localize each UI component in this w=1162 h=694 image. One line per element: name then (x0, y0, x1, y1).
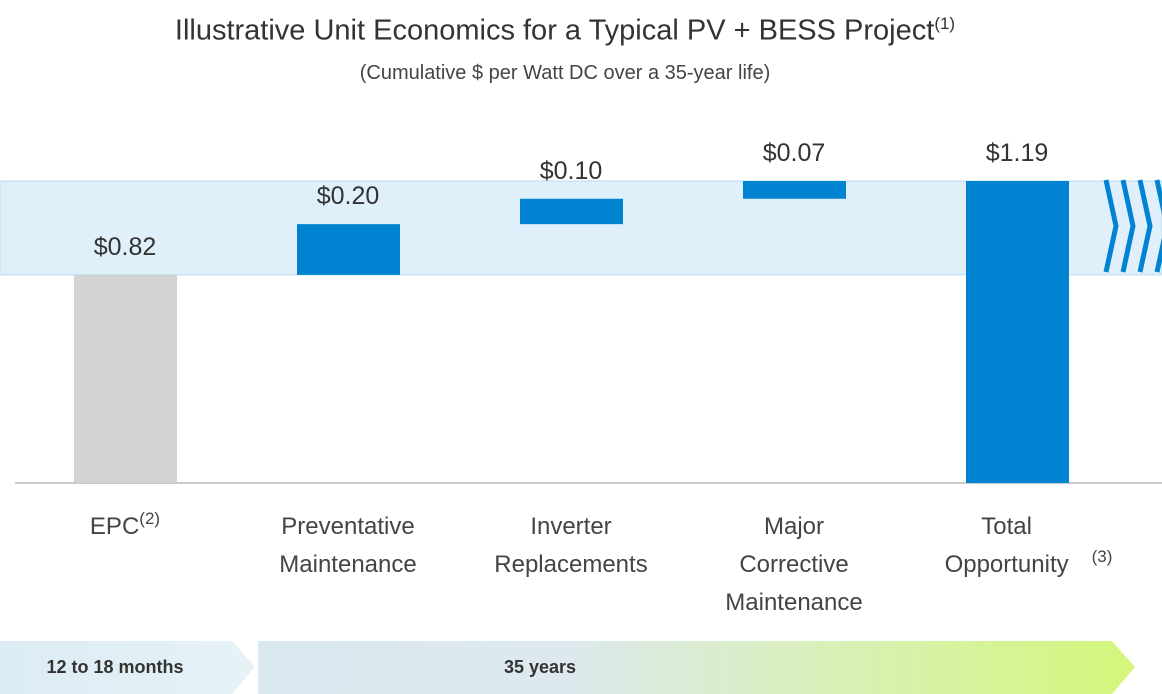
value-label: $0.10 (539, 156, 603, 185)
value-label: $0.07 (762, 139, 826, 167)
value-label: $0.20 (316, 182, 380, 211)
timeline-arrow (0, 641, 255, 694)
category-note: (2) (139, 509, 161, 528)
x-tick-label: EPC(2) (25, 508, 225, 546)
category-name: Major Corrective Maintenance (725, 513, 863, 616)
value-label: $0.82 (93, 232, 157, 261)
bar (520, 198, 623, 225)
category-name: Preventative Maintenance (279, 513, 417, 578)
category-note: (3) (1091, 547, 1113, 566)
x-tick-label: Total Opportunity (3) (917, 508, 1117, 584)
chevrons (1103, 179, 1162, 273)
x-tick-label: Inverter Replacements (471, 508, 671, 584)
category-name: Inverter Replacements (494, 513, 648, 578)
bar (743, 181, 846, 199)
bar (297, 224, 400, 275)
chart-title: Illustrative Unit Economics for a Typica… (174, 14, 956, 47)
category-name: EPC (89, 513, 140, 540)
timeline-label: 35 years (503, 657, 577, 677)
bar (74, 274, 177, 483)
value-label: $1.19 (985, 139, 1049, 167)
x-tick-label: Preventative Maintenance (248, 508, 448, 584)
x-tick-label: Major Corrective Maintenance (694, 508, 894, 622)
timeline-arrow (258, 641, 1135, 694)
bar (966, 181, 1069, 483)
category-name: Total Opportunity (944, 513, 1069, 578)
timeline-label: 12 to 18 months (46, 657, 184, 677)
chart-subtitle: (Cumulative $ per Watt DC over a 35-year… (359, 62, 771, 84)
